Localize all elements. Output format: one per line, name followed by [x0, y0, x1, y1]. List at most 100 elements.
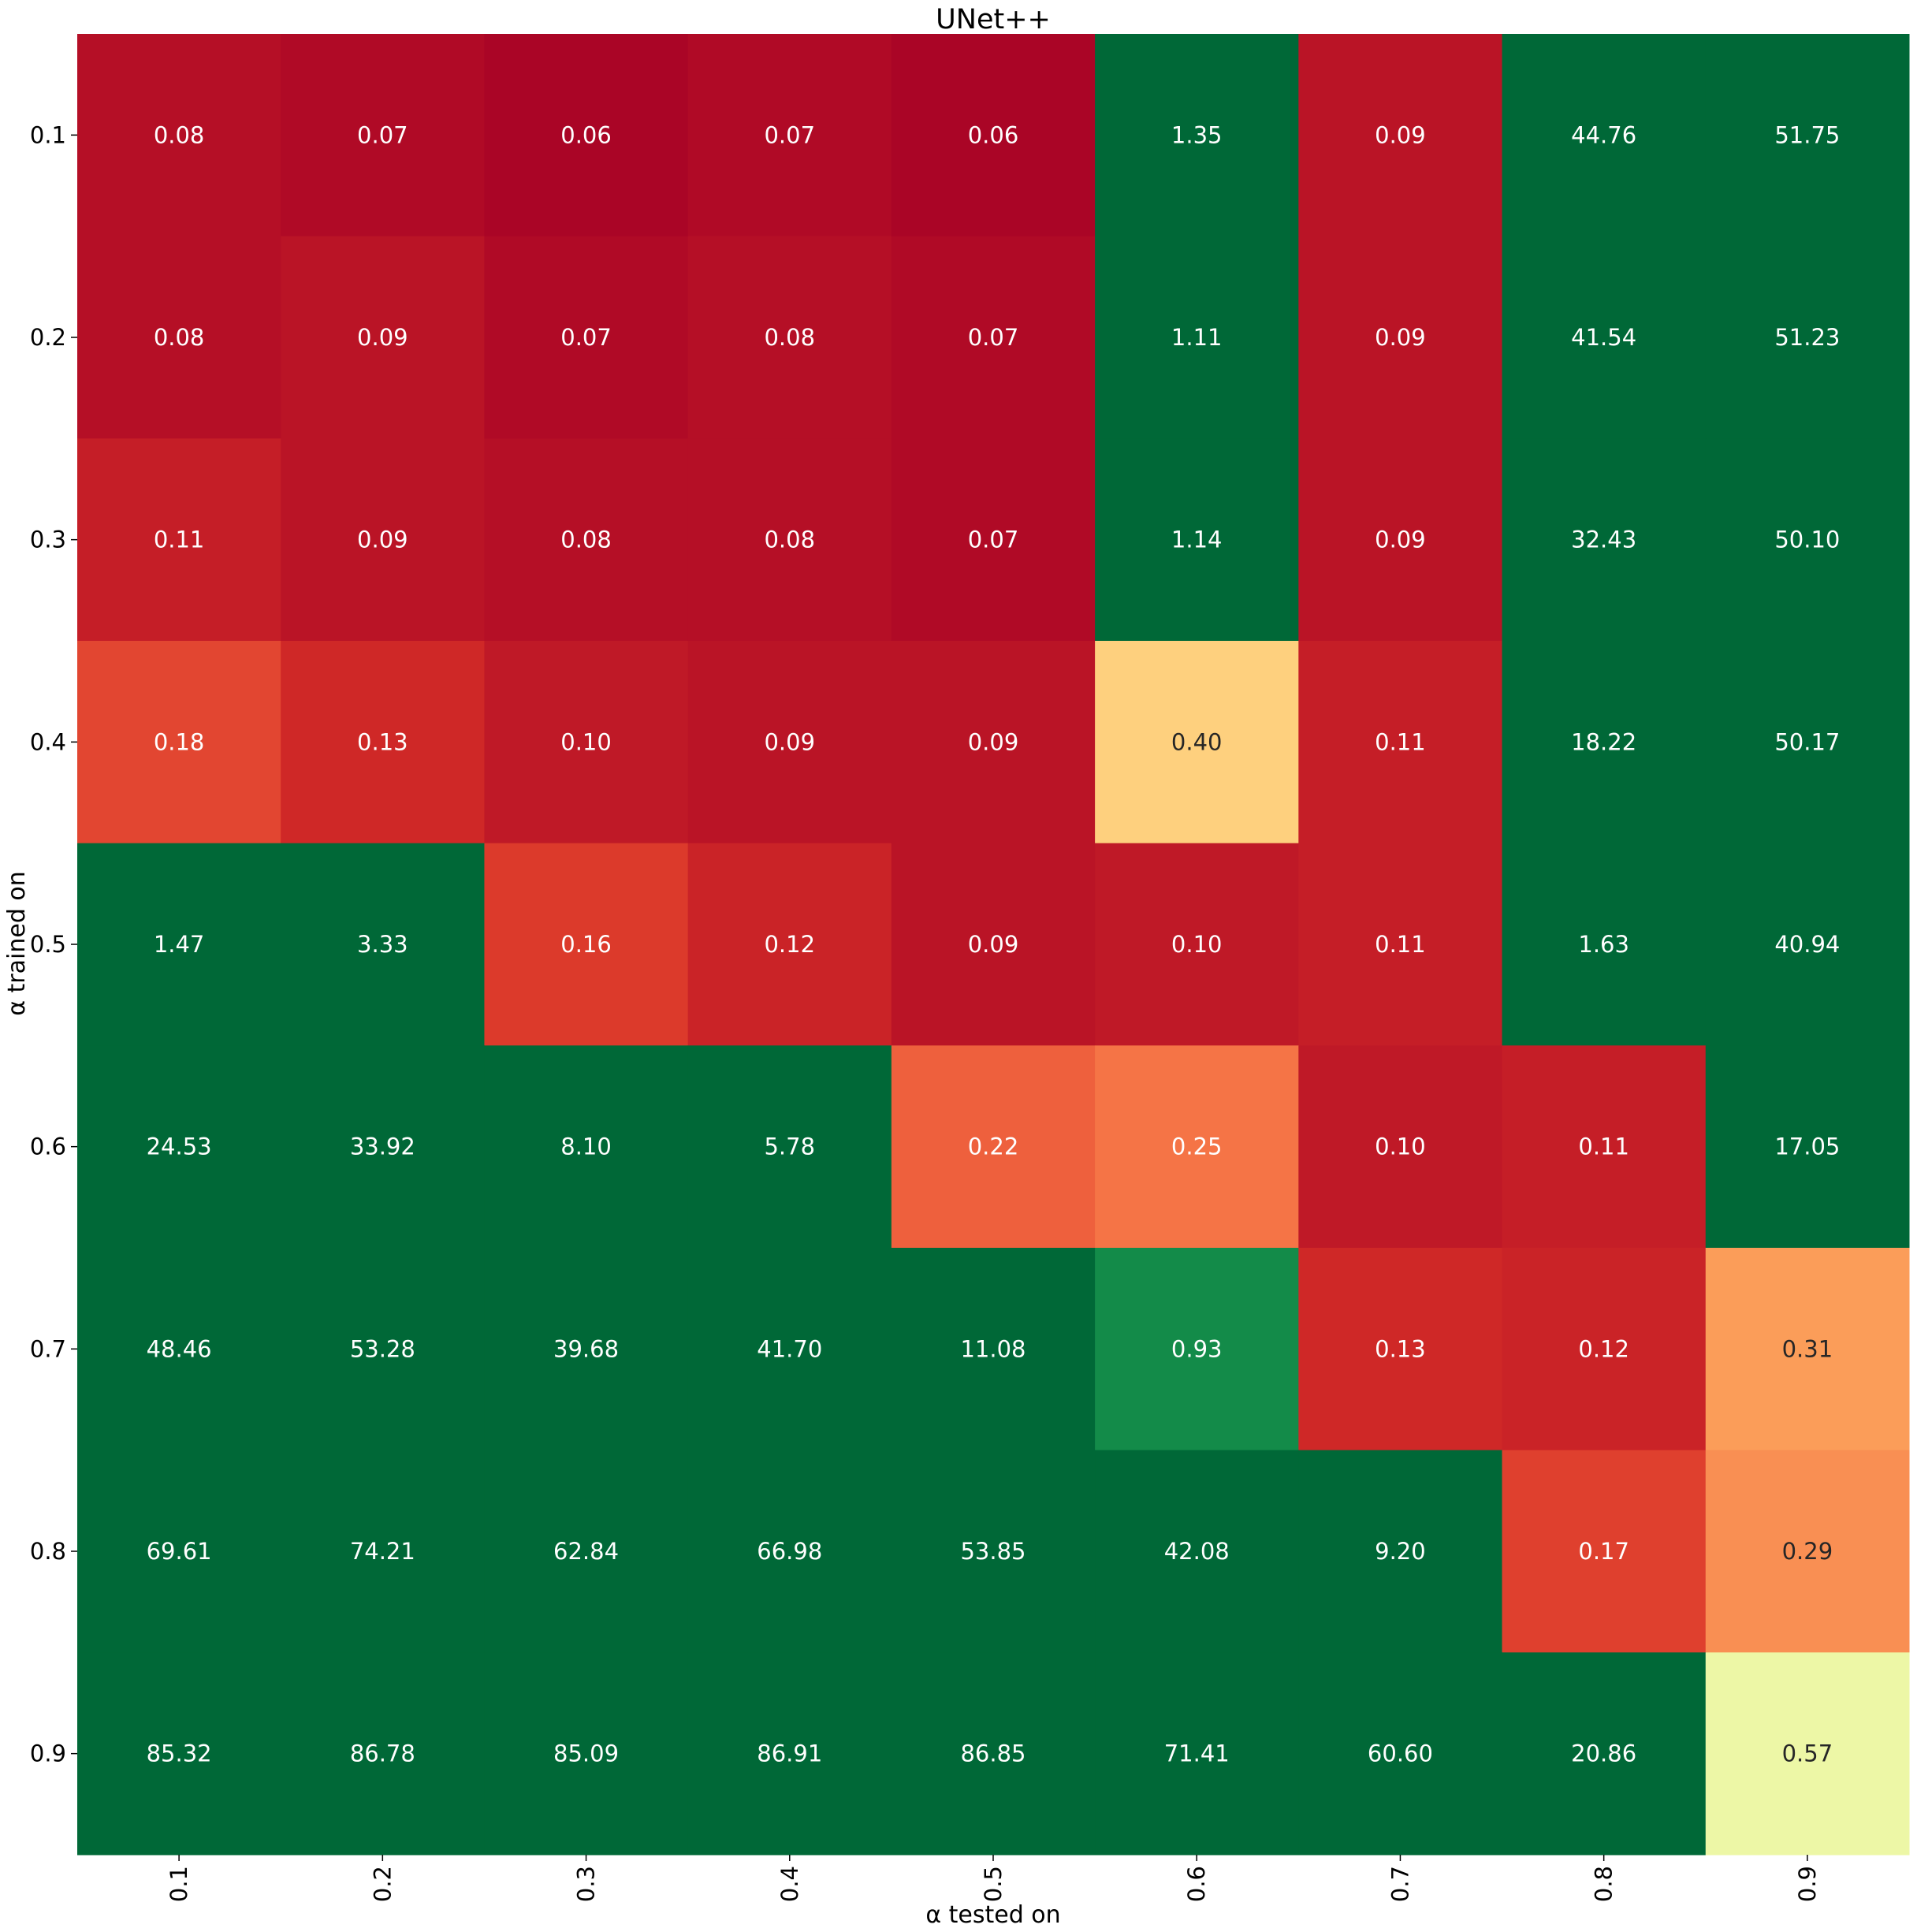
- cell-value-label-r2-c9: 51.23: [1774, 324, 1840, 351]
- cell-value-label-r8-c4: 66.98: [757, 1538, 822, 1565]
- y-tick-label-5: 0.5: [30, 931, 66, 958]
- heatmap-cell-r9-c2: [281, 1652, 485, 1856]
- heatmap-cell-r5-c5: [891, 843, 1096, 1046]
- heatmap-cell-r7-c1: [77, 1248, 281, 1451]
- cell-value-label-r9-c6: 71.41: [1164, 1740, 1230, 1767]
- y-tick-label-4: 0.4: [30, 728, 66, 755]
- cell-value-label-r6-c8: 0.11: [1578, 1134, 1629, 1160]
- heatmap-cell-r7-c7: [1298, 1248, 1503, 1451]
- x-tick-label-4: 0.4: [776, 1866, 803, 1902]
- heatmap-cells: 0.08 0.07 0.06 0.07 0.06 1.35 0.09 44.76 51.75 0.…: [77, 34, 1910, 1856]
- heatmap-cell-r7-c3: [484, 1248, 689, 1451]
- heatmap-cell-r1-c5: [891, 34, 1096, 237]
- cell-value-label-r3-c9: 50.10: [1774, 527, 1840, 553]
- heatmap-cell-r8-c9: [1705, 1450, 1910, 1653]
- heatmap-cell-r4-c3: [484, 641, 689, 844]
- heatmap-cell-r2-c2: [281, 236, 485, 439]
- heatmap-cell-r4-c7: [1298, 641, 1503, 844]
- cell-value-label-r9-c9: 0.57: [1782, 1740, 1833, 1767]
- heatmap-cell-r2-c4: [687, 236, 892, 439]
- cell-value-label-r4-c1: 0.18: [154, 728, 205, 755]
- heatmap-cell-r4-c6: [1095, 641, 1299, 844]
- heatmap-cell-r1-c9: [1705, 34, 1910, 237]
- y-tick-label-2: 0.2: [30, 324, 66, 351]
- cell-value-label-r3-c5: 0.07: [968, 527, 1019, 553]
- cell-value-label-r2-c6: 1.11: [1171, 324, 1223, 351]
- cell-value-label-r9-c3: 85.09: [553, 1740, 619, 1767]
- cell-value-label-r2-c2: 0.09: [357, 324, 408, 351]
- cell-value-label-r1-c3: 0.06: [560, 121, 612, 148]
- cell-value-label-r2-c3: 0.07: [560, 324, 612, 351]
- heatmap-cell-r1-c8: [1502, 34, 1707, 237]
- heatmap-cell-r2-c8: [1502, 236, 1707, 439]
- cell-value-label-r6-c5: 0.22: [968, 1134, 1019, 1160]
- cell-value-label-r2-c5: 0.07: [968, 324, 1019, 351]
- y-tick-label-8: 0.8: [30, 1538, 66, 1565]
- x-tick-label-2: 0.2: [369, 1866, 396, 1902]
- cell-value-label-r4-c2: 0.13: [357, 728, 408, 755]
- cell-value-label-r4-c8: 18.22: [1571, 728, 1636, 755]
- cell-value-label-r1-c5: 0.06: [968, 121, 1019, 148]
- chart-title: UNet++: [936, 4, 1051, 35]
- cell-value-label-r7-c8: 0.12: [1578, 1335, 1629, 1362]
- heatmap-cell-r4-c1: [77, 641, 281, 844]
- cell-value-label-r5-c9: 40.94: [1774, 931, 1840, 958]
- heatmap-cell-r9-c6: [1095, 1652, 1299, 1856]
- heatmap-cell-r3-c9: [1705, 438, 1910, 642]
- heatmap-cell-r8-c5: [891, 1450, 1096, 1653]
- cell-value-label-r9-c8: 20.86: [1571, 1740, 1636, 1767]
- heatmap-cell-r1-c3: [484, 34, 689, 237]
- x-tick-label-8: 0.8: [1591, 1866, 1617, 1902]
- heatmap-cell-r5-c7: [1298, 843, 1503, 1046]
- cell-value-label-r4-c4: 0.09: [764, 728, 815, 755]
- heatmap-cell-r7-c5: [891, 1248, 1096, 1451]
- heatmap-cell-r3-c7: [1298, 438, 1503, 642]
- heatmap-cell-r5-c3: [484, 843, 689, 1046]
- heatmap-cell-r8-c7: [1298, 1450, 1503, 1653]
- cell-value-label-r8-c9: 0.29: [1782, 1538, 1833, 1565]
- heatmap-cell-r9-c1: [77, 1652, 281, 1856]
- heatmap-cell-r8-c1: [77, 1450, 281, 1653]
- cell-value-label-r6-c4: 5.78: [764, 1134, 815, 1160]
- heatmap-cell-r6-c4: [687, 1045, 892, 1249]
- heatmap-cell-r6-c9: [1705, 1045, 1910, 1249]
- heatmap-cell-r5-c1: [77, 843, 281, 1046]
- heatmap-cell-r7-c2: [281, 1248, 485, 1451]
- y-tick-label-9: 0.9: [30, 1740, 66, 1767]
- heatmap-cell-r9-c5: [891, 1652, 1096, 1856]
- heatmap-cell-r3-c1: [77, 438, 281, 642]
- cell-value-label-r3-c7: 0.09: [1375, 527, 1426, 553]
- cell-value-label-r4-c9: 50.17: [1774, 728, 1840, 755]
- heatmap-cell-r1-c2: [281, 34, 485, 237]
- cell-value-label-r1-c2: 0.07: [357, 121, 408, 148]
- heatmap-cell-r2-c5: [891, 236, 1096, 439]
- heatmap-cell-r5-c2: [281, 843, 485, 1046]
- cell-value-label-r1-c1: 0.08: [154, 121, 205, 148]
- cell-value-label-r3-c2: 0.09: [357, 527, 408, 553]
- cell-value-label-r8-c8: 0.17: [1578, 1538, 1629, 1565]
- cell-value-label-r7-c2: 53.28: [350, 1335, 415, 1362]
- heatmap-cell-r5-c8: [1502, 843, 1707, 1046]
- cell-value-label-r7-c1: 48.46: [147, 1335, 212, 1362]
- heatmap-cell-r9-c8: [1502, 1652, 1707, 1856]
- cell-value-label-r7-c3: 39.68: [553, 1335, 619, 1362]
- cell-value-label-r5-c7: 0.11: [1375, 931, 1426, 958]
- cell-value-label-r9-c2: 86.78: [350, 1740, 415, 1767]
- heatmap-cell-r9-c4: [687, 1652, 892, 1856]
- cell-value-label-r9-c7: 60.60: [1368, 1740, 1433, 1767]
- heatmap-cell-r2-c3: [484, 236, 689, 439]
- cell-value-label-r6-c7: 0.10: [1375, 1134, 1426, 1160]
- cell-value-label-r1-c4: 0.07: [764, 121, 815, 148]
- heatmap-cell-r7-c8: [1502, 1248, 1707, 1451]
- cell-value-label-r8-c6: 42.08: [1164, 1538, 1230, 1565]
- cell-value-label-r3-c4: 0.08: [764, 527, 815, 553]
- heatmap-cell-r8-c2: [281, 1450, 485, 1653]
- cell-value-label-r5-c1: 1.47: [154, 931, 205, 958]
- heatmap-cell-r9-c7: [1298, 1652, 1503, 1856]
- heatmap-cell-r6-c8: [1502, 1045, 1707, 1249]
- heatmap-cell-r2-c1: [77, 236, 281, 439]
- cell-value-label-r9-c5: 86.85: [960, 1740, 1026, 1767]
- cell-value-label-r3-c1: 0.11: [154, 527, 205, 553]
- heatmap-cell-r4-c4: [687, 641, 892, 844]
- x-axis-ticks: 0.1 0.2 0.3 0.4 0.5 0.6 0.7 0.8 0.9: [166, 1855, 1821, 1902]
